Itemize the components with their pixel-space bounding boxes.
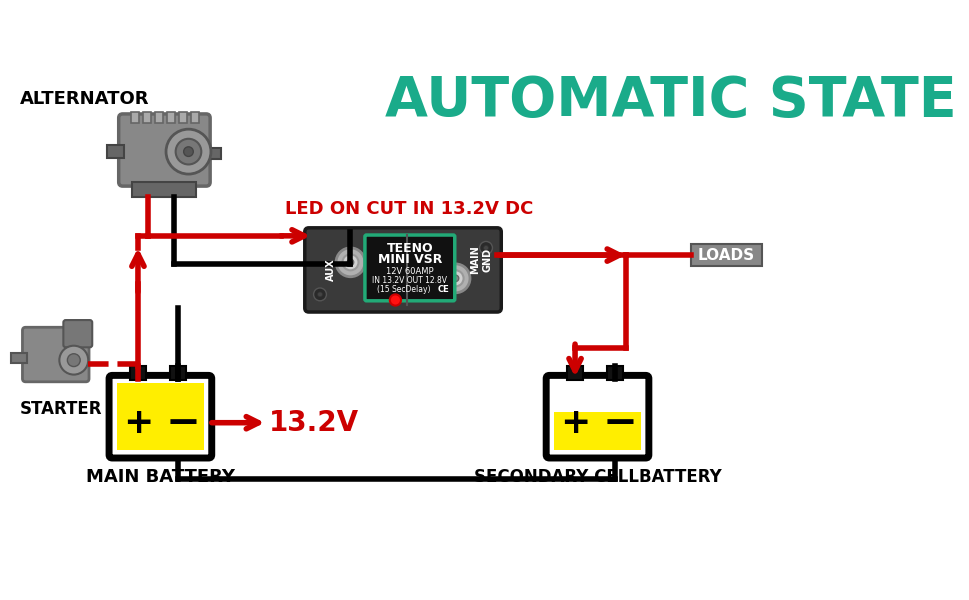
- Text: STARTER: STARTER: [20, 400, 103, 418]
- Circle shape: [484, 245, 488, 250]
- Bar: [553, 412, 641, 450]
- Bar: [167, 112, 174, 123]
- Text: TEENO: TEENO: [386, 242, 433, 255]
- Circle shape: [175, 139, 202, 164]
- Text: IN 13.2V OUT 12.8V: IN 13.2V OUT 12.8V: [372, 276, 447, 285]
- Circle shape: [335, 248, 364, 277]
- Bar: [142, 112, 150, 123]
- Text: CE: CE: [437, 285, 449, 294]
- Bar: [131, 112, 139, 123]
- Text: 12V 60AMP: 12V 60AMP: [386, 268, 433, 277]
- Text: GND: GND: [483, 248, 492, 272]
- Text: (15 SecDelay): (15 SecDelay): [376, 285, 429, 294]
- FancyBboxPatch shape: [546, 376, 648, 458]
- Text: ALTERNATOR: ALTERNATOR: [20, 90, 149, 108]
- Text: +: +: [559, 406, 590, 440]
- Text: SECONDARY CELLBATTERY: SECONDARY CELLBATTERY: [473, 467, 721, 485]
- Text: AUX: AUX: [326, 259, 336, 281]
- Text: −: −: [166, 402, 200, 444]
- Circle shape: [59, 346, 88, 374]
- Text: AUTOMATIC STATE: AUTOMATIC STATE: [385, 74, 955, 128]
- Circle shape: [166, 129, 210, 174]
- Bar: [607, 366, 622, 380]
- FancyBboxPatch shape: [304, 228, 501, 312]
- Circle shape: [313, 288, 327, 301]
- Circle shape: [183, 147, 193, 157]
- Bar: [170, 366, 186, 380]
- Bar: [691, 244, 761, 266]
- Bar: [132, 182, 197, 197]
- Text: MAIN BATTERY: MAIN BATTERY: [86, 467, 234, 485]
- Text: −: −: [602, 402, 637, 444]
- Circle shape: [342, 254, 359, 271]
- Circle shape: [441, 264, 470, 293]
- Bar: [191, 112, 199, 123]
- Text: +: +: [123, 406, 153, 440]
- FancyBboxPatch shape: [364, 235, 454, 301]
- Bar: [12, 353, 27, 362]
- Bar: [117, 383, 203, 450]
- Circle shape: [479, 241, 492, 254]
- Text: LOADS: LOADS: [698, 248, 755, 263]
- Circle shape: [347, 259, 354, 266]
- Text: LED ON CUT IN 13.2V DC: LED ON CUT IN 13.2V DC: [285, 200, 533, 218]
- Bar: [178, 112, 187, 123]
- Bar: [155, 112, 163, 123]
- Text: 13.2V: 13.2V: [268, 409, 359, 437]
- FancyBboxPatch shape: [109, 376, 211, 458]
- FancyBboxPatch shape: [63, 320, 92, 347]
- Circle shape: [447, 271, 463, 286]
- Bar: [107, 145, 124, 158]
- Circle shape: [317, 292, 322, 297]
- Text: MINI VSR: MINI VSR: [377, 253, 442, 266]
- FancyBboxPatch shape: [118, 114, 210, 186]
- Circle shape: [67, 354, 80, 367]
- Circle shape: [390, 295, 400, 305]
- Bar: [130, 366, 145, 380]
- Bar: [204, 148, 220, 159]
- FancyBboxPatch shape: [22, 327, 89, 382]
- Text: MAIN: MAIN: [469, 245, 480, 274]
- Bar: [567, 366, 582, 380]
- Circle shape: [452, 275, 458, 281]
